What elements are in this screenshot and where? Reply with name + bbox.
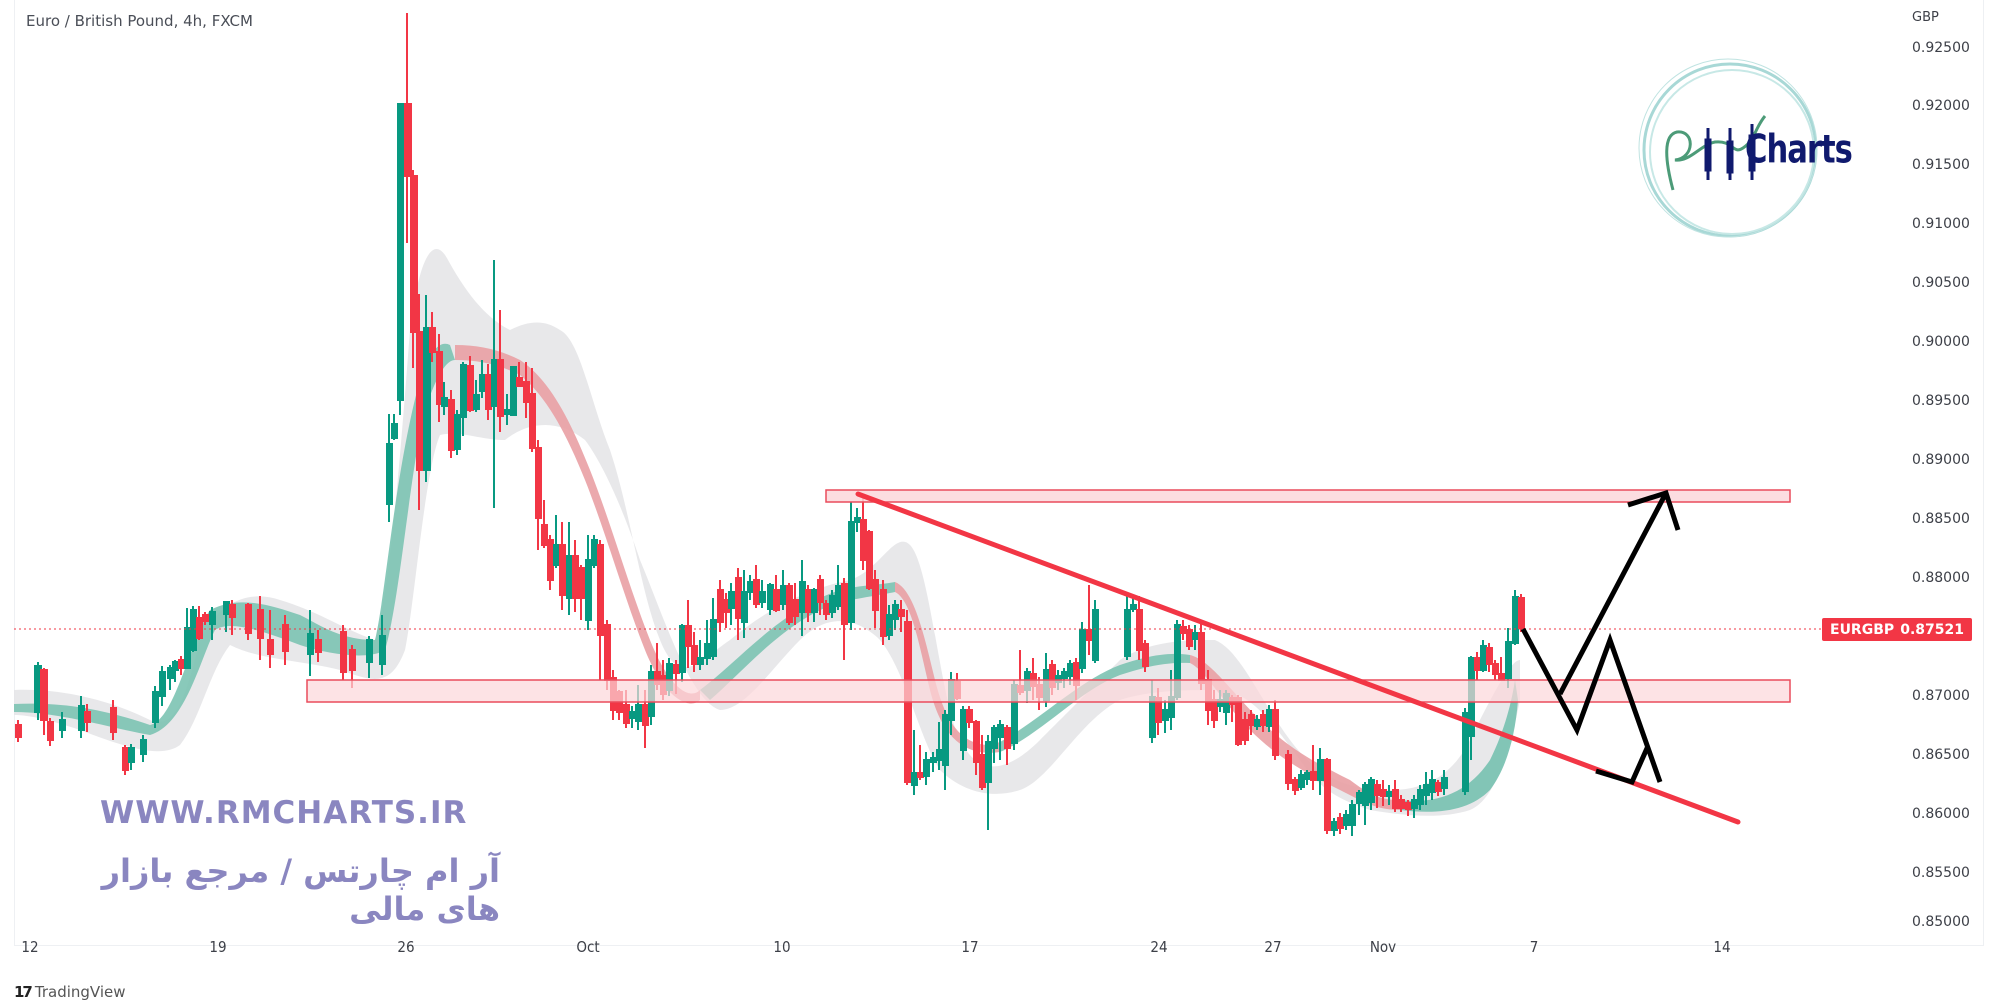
ma-ribbon-up	[14, 343, 455, 735]
descending-trendline	[855, 491, 1741, 825]
tradingview-brand[interactable]: 17 TradingView	[14, 983, 126, 1001]
resistance-zone	[825, 489, 1791, 503]
price-tick: 0.88000	[1912, 570, 1970, 586]
price-tick: 0.86500	[1912, 747, 1970, 763]
time-tick: 14	[1713, 938, 1731, 956]
watermark-url: WWW.RMCHARTS.IR	[100, 795, 468, 831]
time-tick: Nov	[1369, 938, 1397, 956]
ma-ribbon-up	[1400, 680, 1518, 812]
ma-ribbon-down	[1190, 655, 1400, 810]
price-tick: 0.90500	[1912, 275, 1970, 291]
price-tick: 0.89500	[1912, 393, 1970, 409]
price-tick: 0.85000	[1912, 914, 1970, 930]
chart-title: Euro / British Pound, 4h, FXCM	[26, 12, 253, 30]
rmcharts-logo	[1638, 58, 1818, 238]
candles	[15, 13, 1525, 836]
time-tick: 12	[21, 938, 39, 956]
price-tick: 0.85500	[1912, 865, 1970, 881]
logo-text: Charts	[1745, 127, 1853, 173]
support-zone	[306, 679, 1791, 703]
price-tick: 0.91000	[1912, 216, 1970, 232]
time-tick: 24	[1150, 938, 1168, 956]
price-tick: 0.90000	[1912, 334, 1970, 350]
price-tick: 0.91500	[1912, 157, 1970, 173]
watermark-tagline: آر ام چارتس / مرجع بازار های مالی	[101, 852, 500, 928]
time-tick: 19	[209, 938, 227, 956]
price-tick: 0.88500	[1912, 511, 1970, 527]
price-tick: 0.86000	[1912, 806, 1970, 822]
price-tick: 0.92000	[1912, 98, 1970, 114]
time-tick: 27	[1264, 938, 1282, 956]
price-tick: 0.92500	[1912, 40, 1970, 56]
time-tick: 26	[397, 938, 415, 956]
price-tick: 0.89000	[1912, 452, 1970, 468]
ma-ribbon-down	[455, 345, 700, 704]
brand-label: TradingView	[34, 983, 126, 1001]
badge-value: 0.87521	[1900, 621, 1964, 638]
price-tick: 0.87000	[1912, 688, 1970, 704]
price-axis-currency: GBP	[1912, 10, 1939, 25]
badge-symbol: EURGBP	[1830, 621, 1895, 638]
time-tick: 7	[1529, 938, 1539, 956]
projection-arrows	[1520, 489, 1681, 786]
tradingview-logo-icon: 17	[14, 983, 33, 1001]
envelope-band	[14, 248, 1520, 816]
time-tick: 10	[773, 938, 791, 956]
time-tick: 17	[961, 938, 979, 956]
time-tick: Oct	[576, 938, 600, 956]
last-price-badge: EURGBP 0.87521	[1822, 618, 1972, 641]
